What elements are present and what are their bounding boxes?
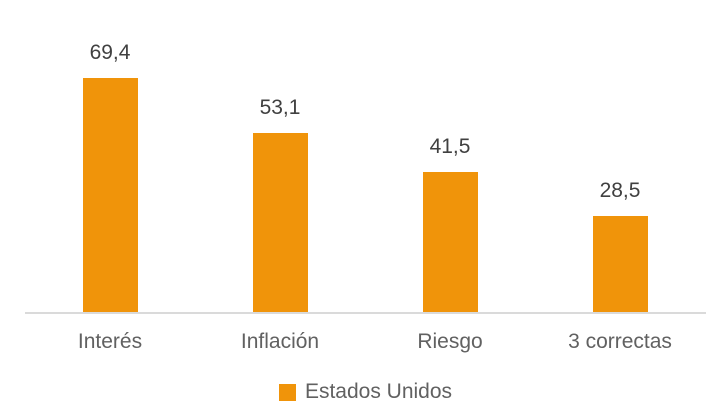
category-label: Riesgo xyxy=(417,330,483,353)
bar[interactable] xyxy=(252,133,308,312)
category-label: Interés xyxy=(77,330,143,353)
value-label: 53,1 xyxy=(259,95,301,119)
category-label: Inflación xyxy=(240,330,320,353)
bar[interactable] xyxy=(592,216,648,312)
category-label: 3 correctas xyxy=(568,330,672,353)
bar[interactable] xyxy=(422,172,478,312)
category-axis: Interés Inflación Riesgo 3 correctas xyxy=(25,316,706,354)
legend: Estados Unidos xyxy=(25,380,706,404)
plot-area: 69,4 53,1 41,5 28,5 xyxy=(25,0,706,314)
legend-swatch-icon xyxy=(278,383,296,401)
bar-slot: 28,5 xyxy=(535,0,705,312)
value-label: 41,5 xyxy=(429,134,471,158)
legend-label: Estados Unidos xyxy=(304,380,453,403)
value-label: 28,5 xyxy=(599,178,641,202)
bar-slot: 41,5 xyxy=(365,0,535,312)
value-label: 69,4 xyxy=(89,40,131,64)
bar-slot: 53,1 xyxy=(195,0,365,312)
bar-slot: 69,4 xyxy=(25,0,195,312)
bar[interactable] xyxy=(82,78,138,312)
